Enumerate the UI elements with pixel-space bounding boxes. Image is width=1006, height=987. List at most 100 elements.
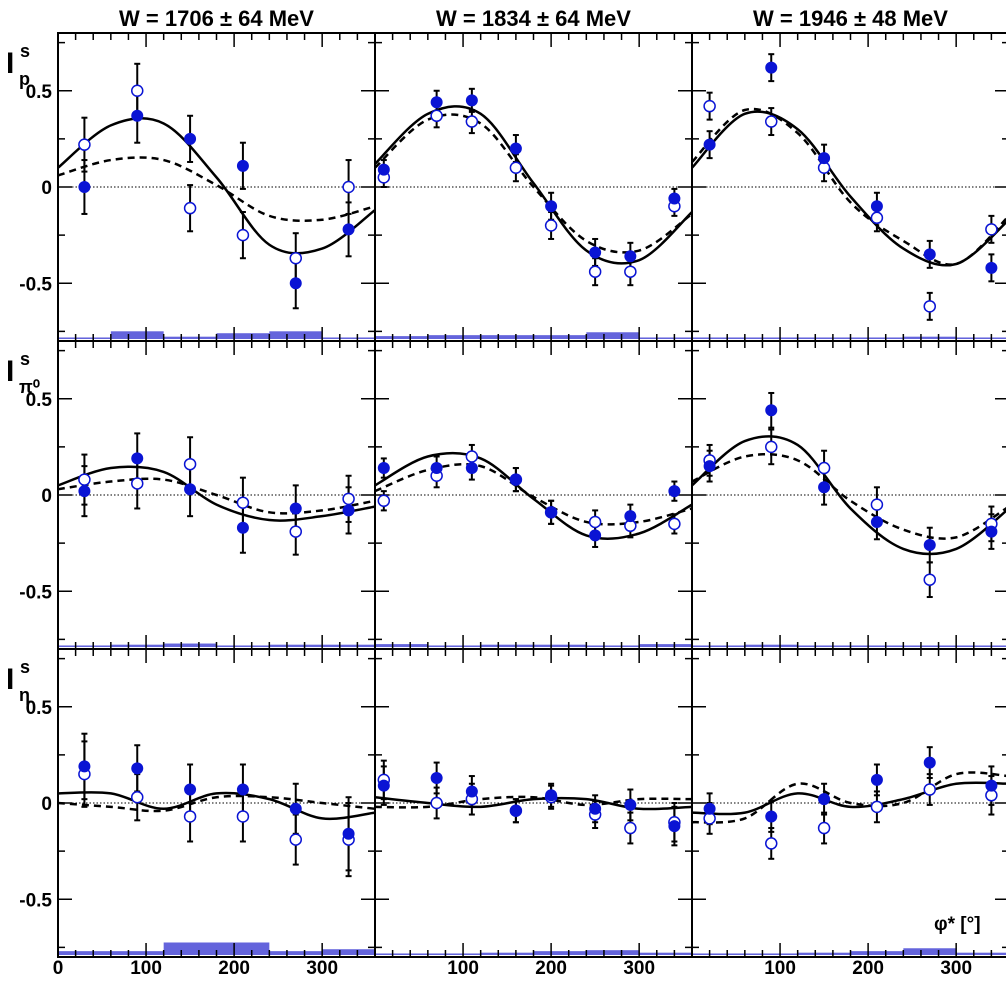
filled-data-point <box>668 820 681 833</box>
y-tick-label: 0 <box>41 178 52 199</box>
open-data-point <box>703 99 716 113</box>
panel-r2-c1 <box>374 648 693 958</box>
filled-data-point <box>289 277 302 290</box>
panel-r0-c0 <box>57 32 376 342</box>
row-label-sub: π⁰ <box>19 377 40 397</box>
filled-data-point <box>870 773 883 786</box>
open-data-point <box>544 219 558 232</box>
dashed-model-curve <box>691 771 1006 824</box>
open-data-point <box>342 180 355 194</box>
filled-data-point <box>668 485 681 498</box>
dashed-model-curve <box>57 477 376 515</box>
dashed-model-curve <box>374 462 693 526</box>
x-tick-label: 300 <box>623 958 655 979</box>
systematic-band <box>480 644 534 647</box>
systematic-band <box>903 336 957 339</box>
filled-data-point <box>465 94 478 107</box>
open-data-point <box>588 265 602 278</box>
filled-data-point <box>377 779 390 792</box>
solid-model-curve <box>691 435 1006 556</box>
systematic-band <box>586 645 640 647</box>
y-tick-label: -0.5 <box>19 890 52 911</box>
systematic-band <box>480 952 534 955</box>
open-data-point <box>765 440 778 454</box>
open-data-point <box>985 223 998 236</box>
systematic-band <box>480 335 534 339</box>
systematic-band <box>533 644 587 647</box>
solid-model-curve <box>374 451 693 540</box>
x-tick-label: 100 <box>447 958 479 979</box>
systematic-band <box>533 335 587 339</box>
open-data-point <box>817 821 831 835</box>
panel-r2-c2 <box>691 648 1006 958</box>
row-label-sup: s <box>20 41 30 61</box>
row-label-sup: s <box>20 657 30 677</box>
systematic-band <box>797 645 851 647</box>
filled-data-point <box>430 462 443 475</box>
y-tick-label: 0 <box>41 486 52 507</box>
x-tick-label: 200 <box>852 958 884 979</box>
systematic-band <box>639 952 692 955</box>
filled-data-point <box>818 152 831 165</box>
filled-data-point <box>668 192 681 205</box>
open-data-point <box>131 790 144 804</box>
filled-data-point <box>131 452 144 465</box>
x-axis-label: φ* [°] <box>934 914 981 935</box>
systematic-band <box>427 335 481 339</box>
solid-model-curve <box>57 465 376 522</box>
systematic-band <box>58 337 111 339</box>
systematic-band <box>956 337 1006 339</box>
x-tick-label: 300 <box>306 958 338 979</box>
open-data-point <box>870 211 884 225</box>
panel-r0-c2 <box>691 32 1006 342</box>
filled-data-point <box>589 802 602 815</box>
open-data-point <box>465 115 479 128</box>
y-tick-label: 0 <box>41 794 52 815</box>
systematic-band <box>744 337 798 339</box>
filled-data-point <box>131 109 144 122</box>
systematic-band <box>744 953 798 955</box>
systematic-band <box>639 337 692 339</box>
systematic-band <box>163 336 217 339</box>
systematic-band <box>533 951 587 955</box>
systematic-band <box>797 337 851 339</box>
filled-data-point <box>545 506 558 519</box>
filled-data-point <box>923 539 936 552</box>
open-data-point <box>236 810 250 823</box>
panel-r2-c0 <box>57 648 376 958</box>
systematic-band <box>375 644 428 647</box>
solid-model-curve <box>57 117 376 255</box>
filled-data-point <box>703 138 716 151</box>
y-tick-label: 0.5 <box>26 82 53 103</box>
systematic-band <box>744 644 798 647</box>
x-tick-label: 100 <box>764 958 796 979</box>
filled-data-point <box>78 181 91 193</box>
open-data-point <box>624 821 637 835</box>
systematic-band <box>692 337 745 339</box>
filled-data-point <box>545 789 558 802</box>
column-title: W = 1946 ± 48 MeV <box>753 6 948 31</box>
column-titles: W = 1706 ± 64 MeV W = 1834 ± 64 MeV W = 19… <box>119 6 948 31</box>
open-data-point <box>289 525 302 538</box>
systematic-band <box>269 951 323 955</box>
filled-data-point <box>985 261 998 274</box>
open-data-point <box>588 515 602 529</box>
open-data-point <box>183 201 197 215</box>
x-tick-label: 200 <box>218 958 250 979</box>
open-data-point <box>870 498 884 511</box>
systematic-band <box>375 336 428 339</box>
systematic-band <box>586 950 640 955</box>
row-label-main: I <box>6 355 14 388</box>
systematic-band <box>639 644 692 647</box>
filled-data-point <box>509 804 522 817</box>
panel-r1-c1 <box>374 340 693 650</box>
filled-data-point <box>342 827 355 840</box>
x-tick-label: 100 <box>130 958 162 979</box>
solid-model-curve <box>691 781 1006 816</box>
open-data-point <box>668 517 681 531</box>
systematic-band <box>322 337 375 339</box>
open-data-point <box>289 251 302 265</box>
